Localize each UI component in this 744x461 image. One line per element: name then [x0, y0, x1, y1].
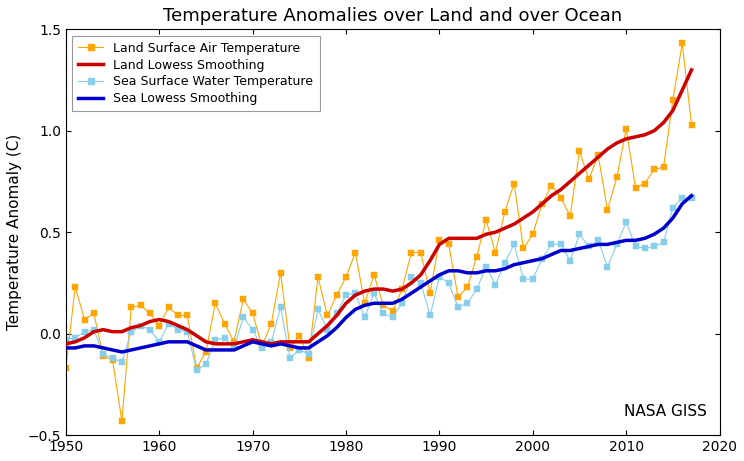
Land Lowess Smoothing [202, 339, 211, 345]
Land Surface Air Temperature [565, 213, 574, 219]
Land Surface Air Temperature [687, 122, 696, 127]
Sea Lowess Smoothing [426, 278, 434, 284]
Land Lowess Smoothing [668, 108, 677, 113]
Sea Surface Water Temperature [622, 219, 631, 225]
Land Lowess Smoothing [211, 341, 219, 347]
Line: Sea Lowess Smoothing: Sea Lowess Smoothing [66, 196, 691, 352]
Text: NASA GISS: NASA GISS [623, 404, 707, 419]
Sea Surface Water Temperature [678, 195, 687, 201]
Land Lowess Smoothing [687, 67, 696, 73]
Sea Surface Water Temperature [687, 195, 696, 201]
Sea Surface Water Temperature [641, 246, 650, 251]
Sea Lowess Smoothing [333, 325, 341, 331]
Sea Lowess Smoothing [211, 347, 219, 353]
Land Surface Air Temperature [622, 126, 631, 131]
Land Surface Air Temperature [118, 418, 126, 424]
Sea Lowess Smoothing [118, 349, 126, 355]
Land Surface Air Temperature [678, 41, 687, 46]
Sea Surface Water Temperature [192, 367, 201, 373]
Land Surface Air Temperature [631, 185, 640, 190]
Title: Temperature Anomalies over Land and over Ocean: Temperature Anomalies over Land and over… [163, 7, 622, 25]
Sea Surface Water Temperature [631, 244, 640, 249]
Sea Surface Water Temperature [519, 276, 528, 282]
Land Lowess Smoothing [426, 258, 434, 263]
Land Lowess Smoothing [622, 136, 631, 142]
Land Surface Air Temperature [62, 366, 71, 371]
Line: Land Lowess Smoothing: Land Lowess Smoothing [66, 70, 691, 344]
Land Surface Air Temperature [491, 250, 500, 255]
Sea Surface Water Temperature [565, 258, 574, 263]
Line: Land Surface Air Temperature: Land Surface Air Temperature [63, 41, 694, 424]
Sea Lowess Smoothing [62, 345, 71, 351]
Line: Sea Surface Water Temperature: Sea Surface Water Temperature [63, 195, 694, 373]
Sea Lowess Smoothing [220, 347, 229, 353]
Land Surface Air Temperature [641, 181, 650, 186]
Land Surface Air Temperature [519, 246, 528, 251]
Sea Surface Water Temperature [62, 337, 71, 343]
Sea Surface Water Temperature [491, 282, 500, 288]
Sea Lowess Smoothing [631, 237, 640, 243]
Sea Lowess Smoothing [435, 272, 444, 278]
Land Lowess Smoothing [416, 272, 425, 278]
Land Lowess Smoothing [62, 341, 71, 347]
Sea Lowess Smoothing [687, 193, 696, 199]
Legend: Land Surface Air Temperature, Land Lowess Smoothing, Sea Surface Water Temperatu: Land Surface Air Temperature, Land Lowes… [72, 35, 320, 111]
Y-axis label: Temperature Anomaly (C): Temperature Anomaly (C) [7, 134, 22, 331]
